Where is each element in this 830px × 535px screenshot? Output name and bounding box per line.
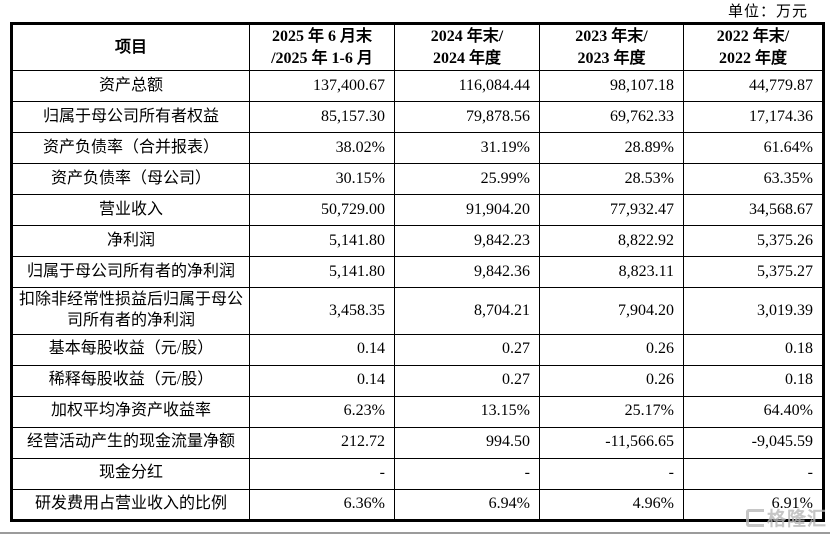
unit-label: 单位：万元 (727, 4, 808, 20)
cell-value: 3,019.39 (683, 287, 824, 335)
cell-value: 3,458.35 (249, 287, 395, 335)
cell-value: - (394, 457, 540, 490)
table-row: 资产总额 137,400.67 116,084.44 98,107.18 44,779.… (11, 70, 824, 103)
cell-value: - (539, 457, 684, 490)
cell-value: 9,842.36 (394, 256, 540, 289)
cell-value: 0.14 (249, 364, 395, 397)
cell-value: 50,729.00 (249, 194, 395, 227)
cell-value: 6.94% (394, 488, 540, 521)
cell-value: 6.36% (249, 488, 395, 521)
cell-value: 0.18 (683, 364, 824, 397)
cell-value: 5,141.80 (249, 256, 395, 289)
cell-value: 63.35% (683, 163, 824, 196)
column-header-2024: 2024 年末/ 2024 年度 (394, 22, 540, 72)
cell-value: 44,779.87 (683, 70, 824, 103)
row-label: 稀释每股收益（元/股） (11, 364, 250, 397)
cell-value: 5,141.80 (249, 225, 395, 258)
column-header-item: 项目 (11, 22, 250, 72)
row-label: 营业收入 (11, 194, 250, 227)
cell-value: 4.96% (539, 488, 684, 521)
row-label: 资产总额 (11, 70, 250, 103)
cell-value: 77,932.47 (539, 194, 684, 227)
cell-value: 0.14 (249, 333, 395, 366)
cell-value: -9,045.59 (683, 426, 824, 459)
cell-value: 0.26 (539, 333, 684, 366)
cell-value: 30.15% (249, 163, 395, 196)
table-row: 资产负债率（合并报表） 38.02% 31.19% 28.89% 61.64% (11, 132, 824, 165)
cell-value: 7,904.20 (539, 287, 684, 335)
cell-value: 25.17% (539, 395, 684, 428)
table-row: 扣除非经常性损益后归属于母公司所有者的净利润 3,458.35 8,704.21 7,… (11, 287, 824, 335)
table-row: 现金分红 - - - - (11, 457, 824, 490)
row-label: 加权平均净资产收益率 (11, 395, 250, 428)
table-row: 加权平均净资产收益率 6.23% 13.15% 25.17% 64.40% (11, 395, 824, 428)
cell-value: 38.02% (249, 132, 395, 165)
cell-value: 0.18 (683, 333, 824, 366)
table-row: 归属于母公司所有者的净利润 5,141.80 9,842.36 8,823.11 5,3… (11, 256, 824, 289)
table-row: 资产负债率（母公司） 30.15% 25.99% 28.53% 63.35% (11, 163, 824, 196)
cell-value: 0.27 (394, 364, 540, 397)
cell-value: 64.40% (683, 395, 824, 428)
row-label: 资产负债率（母公司） (11, 163, 250, 196)
cell-value: 6.91% (683, 488, 824, 521)
table-row: 经营活动产生的现金流量净额 212.72 994.50 -11,566.65 -9,04… (11, 426, 824, 459)
financial-summary-table: 项目 2025 年 6 月末 /2025 年 1-6 月 2024 年末/ 20… (10, 22, 825, 522)
row-label: 扣除非经常性损益后归属于母公司所有者的净利润 (11, 287, 250, 335)
column-header-2022: 2022 年末/ 2022 年度 (683, 22, 824, 72)
cell-value: 9,842.23 (394, 225, 540, 258)
table-row: 研发费用占营业收入的比例 6.36% 6.94% 4.96% 6.91% (11, 488, 824, 521)
cell-value: 13.15% (394, 395, 540, 428)
row-label: 归属于母公司所有者权益 (11, 101, 250, 134)
cell-value: - (683, 457, 824, 490)
cell-value: 5,375.27 (683, 256, 824, 289)
table-row: 基本每股收益（元/股） 0.14 0.27 0.26 0.18 (11, 333, 824, 366)
cell-value: -11,566.65 (539, 426, 684, 459)
cell-value: 61.64% (683, 132, 824, 165)
cell-value: 85,157.30 (249, 101, 395, 134)
table-row: 归属于母公司所有者权益 85,157.30 79,878.56 69,762.33 17… (11, 101, 824, 134)
column-header-2025: 2025 年 6 月末 /2025 年 1-6 月 (249, 22, 395, 72)
cell-value: 28.89% (539, 132, 684, 165)
cell-value: 6.23% (249, 395, 395, 428)
cell-value: 98,107.18 (539, 70, 684, 103)
cell-value: 25.99% (394, 163, 540, 196)
cell-value: 79,878.56 (394, 101, 540, 134)
cell-value: 34,568.67 (683, 194, 824, 227)
header-row: 项目 2025 年 6 月末 /2025 年 1-6 月 2024 年末/ 20… (11, 22, 824, 72)
row-label: 基本每股收益（元/股） (11, 333, 250, 366)
cell-value: 91,904.20 (394, 194, 540, 227)
table-row: 净利润 5,141.80 9,842.23 8,822.92 5,375.26 (11, 225, 824, 258)
cell-value: 69,762.33 (539, 101, 684, 134)
column-header-2023: 2023 年末/ 2023 年度 (539, 22, 684, 72)
cell-value: 212.72 (249, 426, 395, 459)
row-label: 经营活动产生的现金流量净额 (11, 426, 250, 459)
row-label: 资产负债率（合并报表） (11, 132, 250, 165)
cell-value: 0.27 (394, 333, 540, 366)
cell-value: 8,822.92 (539, 225, 684, 258)
cell-value: 0.26 (539, 364, 684, 397)
cell-value: 31.19% (394, 132, 540, 165)
cell-value: 28.53% (539, 163, 684, 196)
cell-value: 5,375.26 (683, 225, 824, 258)
row-label: 研发费用占营业收入的比例 (11, 488, 250, 521)
page-bottom-divider (0, 532, 830, 534)
cell-value: 8,704.21 (394, 287, 540, 335)
cell-value: 137,400.67 (249, 70, 395, 103)
cell-value: 17,174.36 (683, 101, 824, 134)
table-row: 稀释每股收益（元/股） 0.14 0.27 0.26 0.18 (11, 364, 824, 397)
cell-value: - (249, 457, 395, 490)
row-label: 净利润 (11, 225, 250, 258)
row-label: 归属于母公司所有者的净利润 (11, 256, 250, 289)
row-label: 现金分红 (11, 457, 250, 490)
cell-value: 994.50 (394, 426, 540, 459)
table-row: 营业收入 50,729.00 91,904.20 77,932.47 34,568.67 (11, 194, 824, 227)
cell-value: 8,823.11 (539, 256, 684, 289)
cell-value: 116,084.44 (394, 70, 540, 103)
